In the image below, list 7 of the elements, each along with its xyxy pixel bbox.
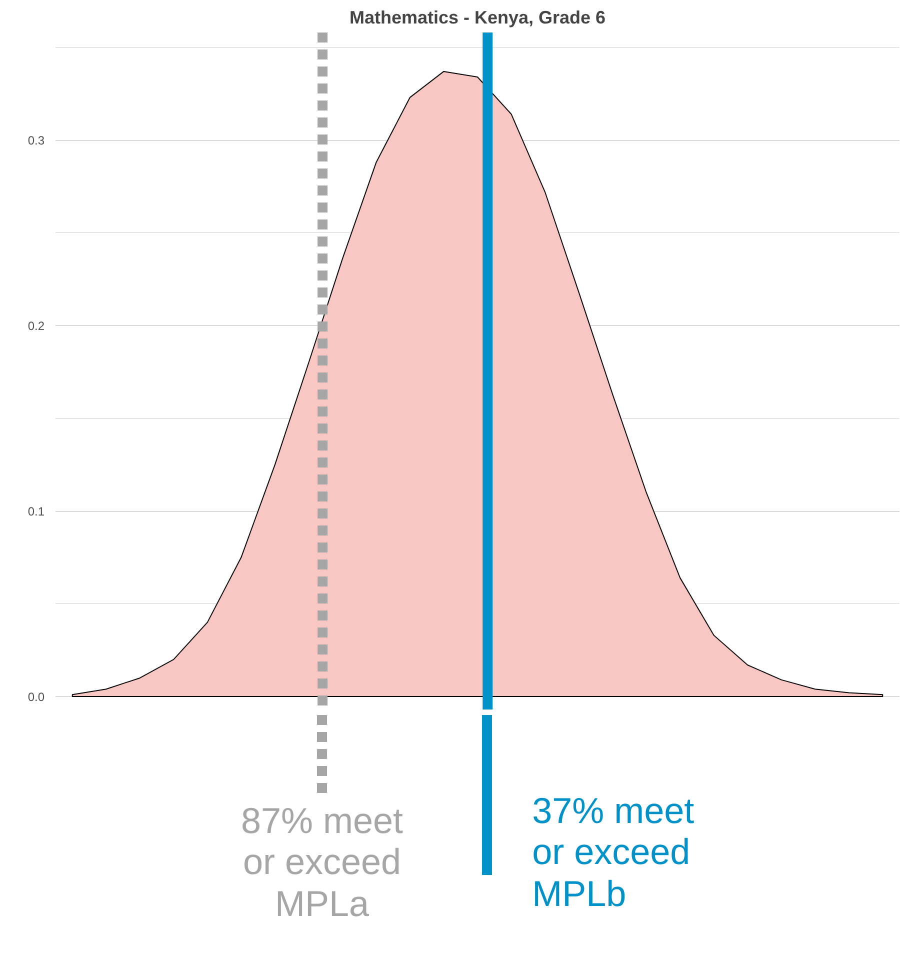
y-tick-label: 0.1 [28,504,45,519]
chart-title: Mathematics - Kenya, Grade 6 [349,8,606,28]
y-tick-label: 0.3 [28,134,45,148]
y-tick-label: 0.2 [28,319,45,334]
text: 37% meet or exceed MPLb [532,790,694,914]
text: 87% meet or exceed MPLa [240,800,404,924]
y-tick-label: 0.0 [28,690,45,704]
